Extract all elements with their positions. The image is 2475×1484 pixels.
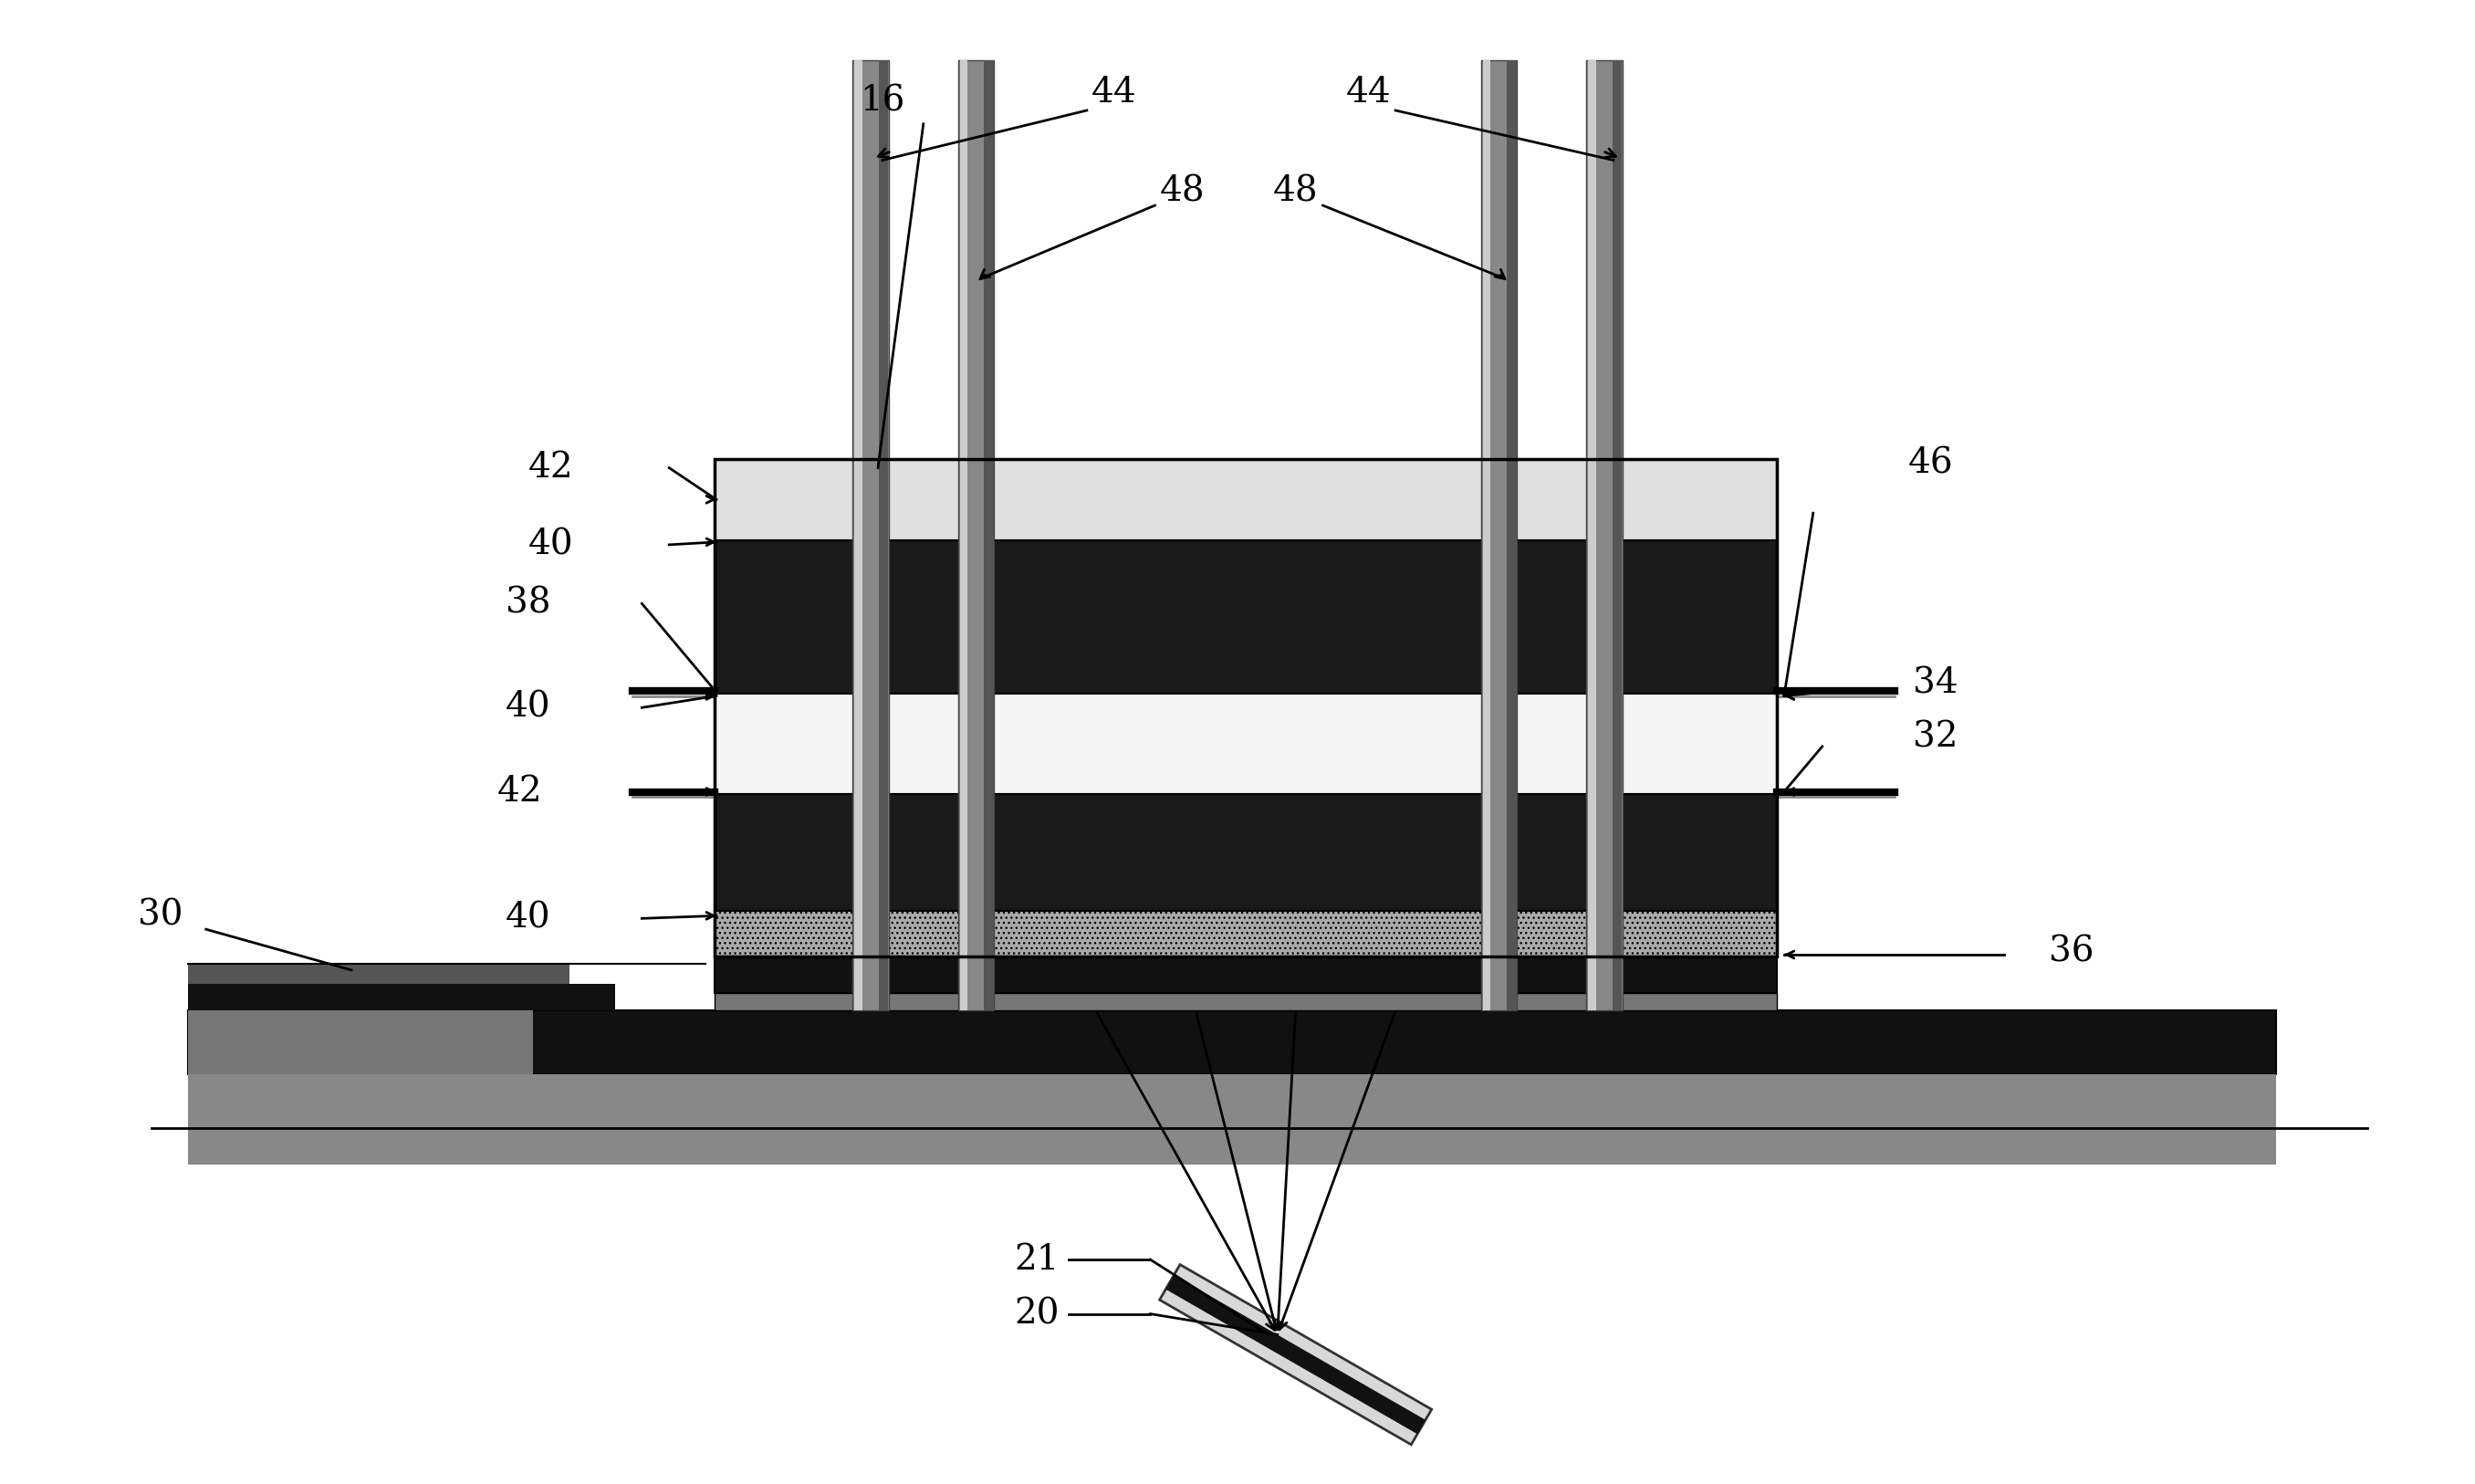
Bar [958,61,995,1011]
Bar [960,61,968,1011]
Text: 48: 48 [1272,175,1319,209]
Text: 20: 20 [1015,1297,1059,1331]
Bar [715,993,1777,1011]
Bar [1507,61,1517,1011]
Polygon shape [1166,1275,1426,1434]
Bar [715,911,1777,957]
Polygon shape [1161,1264,1431,1444]
Bar [188,963,569,984]
Bar [715,911,1777,957]
Bar [715,459,1777,957]
Bar [715,459,1777,540]
Text: 32: 32 [1913,721,1958,754]
Bar [1586,61,1624,1011]
Bar [1483,61,1490,1011]
Text: 36: 36 [2049,935,2094,969]
Text: 38: 38 [505,586,552,620]
Bar [851,61,889,1011]
Bar [188,984,614,1011]
Text: 42: 42 [530,451,574,485]
Bar [188,1074,2277,1165]
Bar [715,794,1777,911]
Bar [985,61,992,1011]
Bar [1589,61,1596,1011]
Text: 44: 44 [1091,76,1136,110]
Bar [879,61,889,1011]
Text: 42: 42 [497,775,542,809]
Bar [854,61,861,1011]
Text: 16: 16 [859,85,906,119]
Text: 40: 40 [530,528,574,561]
Bar [715,540,1777,695]
Bar [188,1011,2277,1074]
Bar [188,1011,532,1074]
Text: 30: 30 [139,899,183,932]
Bar [715,957,1777,993]
Text: 21: 21 [1015,1242,1059,1276]
Text: 46: 46 [1908,447,1953,481]
Text: 44: 44 [1346,76,1391,110]
Text: 40: 40 [505,690,552,724]
Bar [715,695,1777,794]
Text: 40: 40 [505,902,552,935]
Text: 48: 48 [1158,175,1205,209]
Text: 34: 34 [1913,666,1958,700]
Bar [1611,61,1621,1011]
Bar [1480,61,1517,1011]
